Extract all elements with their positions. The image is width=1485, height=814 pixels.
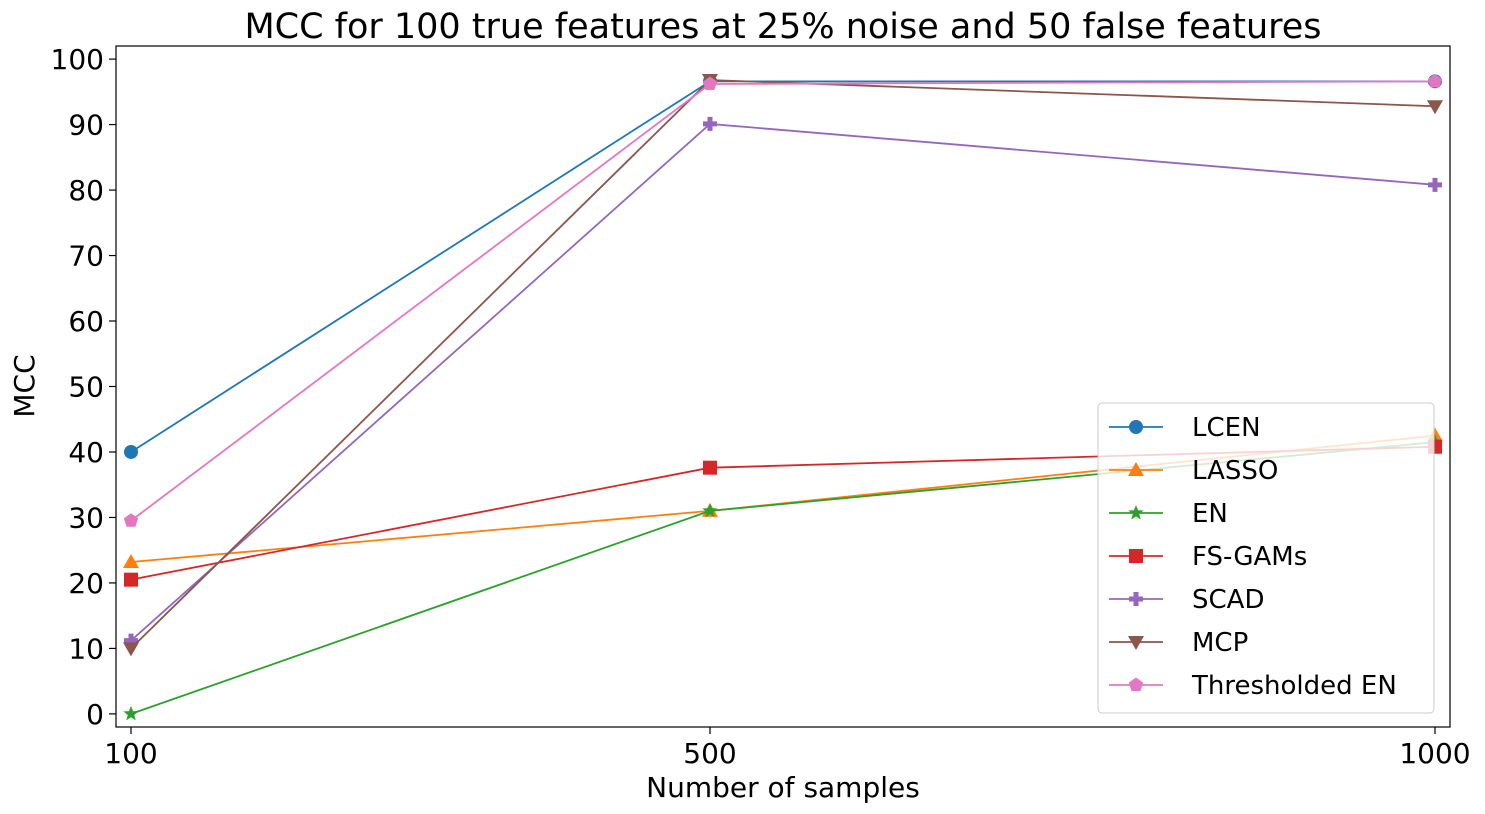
data-point-en [702,502,718,518]
series-scad [124,116,1442,648]
legend-item-lasso: LASSO [1109,456,1278,486]
legend-marker [1128,505,1144,520]
data-point-fs-gams [124,572,138,587]
data-point-scad [124,633,138,648]
legend-label: LCEN [1192,413,1261,443]
series-lcen [124,74,1442,459]
legend-box [1097,402,1435,714]
data-point-thresholded-en [702,76,718,91]
legend-marker [1129,592,1143,606]
legend-label: FS-GAMs [1192,542,1307,572]
chart-title: MCC for 100 true features at 25% noise a… [244,7,1321,47]
y-tick-label: 0 [86,698,104,731]
y-tick-label: 90 [68,109,104,142]
y-tick-label: 50 [68,371,104,404]
y-tick-label: 10 [68,632,104,665]
legend-marker [1128,636,1144,650]
x-axis-title: Number of samples [646,771,920,804]
legend-marker [1129,420,1143,434]
legend: LCEN LASSO EN FS-GAMs SCAD MCP Thresholded EN [1097,402,1435,714]
legend-marker [1128,677,1144,692]
y-axis-title: MCC [8,354,41,417]
legend-label: Thresholded EN [1191,671,1397,701]
x-tick-label: 100 [104,737,157,770]
data-point-thresholded-en [1427,73,1443,88]
y-tick-label: 30 [68,501,104,534]
legend-marker [1128,462,1144,476]
data-point-scad [703,116,717,131]
legend-item-thresholded-en: Thresholded EN [1109,671,1397,701]
x-tick-label: 1000 [1399,737,1470,770]
legend-item-lcen: LCEN [1109,413,1261,443]
data-point-mcp [1427,100,1443,115]
legend-marker [1129,549,1143,563]
legend-item-scad: SCAD [1109,585,1264,615]
x-tick-label: 500 [683,737,736,770]
y-tick-label: 80 [68,174,104,207]
legend-label: LASSO [1192,456,1278,486]
y-tick-label: 70 [68,240,104,273]
y-tick-label: 100 [51,43,104,76]
legend-item-mcp: MCP [1109,628,1248,658]
y-tick-label: 20 [68,567,104,600]
legend-item-fs-gams: FS-GAMs [1109,542,1307,572]
legend-item-en: EN [1109,499,1228,529]
data-point-fs-gams [703,460,717,475]
legend-label: MCP [1192,628,1248,658]
data-point-thresholded-en [123,513,139,527]
axes: 0 10 20 30 40 50 60 70 80 90 100 100 500 1000 [51,43,1471,770]
legend-label: EN [1192,499,1228,529]
legend-label: SCAD [1192,585,1264,615]
data-point-en [123,705,139,721]
series-line-lcen [130,80,1435,453]
data-point-lcen [124,444,138,459]
data-point-lasso [123,553,139,568]
data-point-mcp [123,642,139,657]
series-thresholded-en [123,73,1443,527]
y-tick-label: 40 [68,436,104,469]
y-tick-label: 60 [68,305,104,338]
data-point-scad [1428,177,1442,192]
